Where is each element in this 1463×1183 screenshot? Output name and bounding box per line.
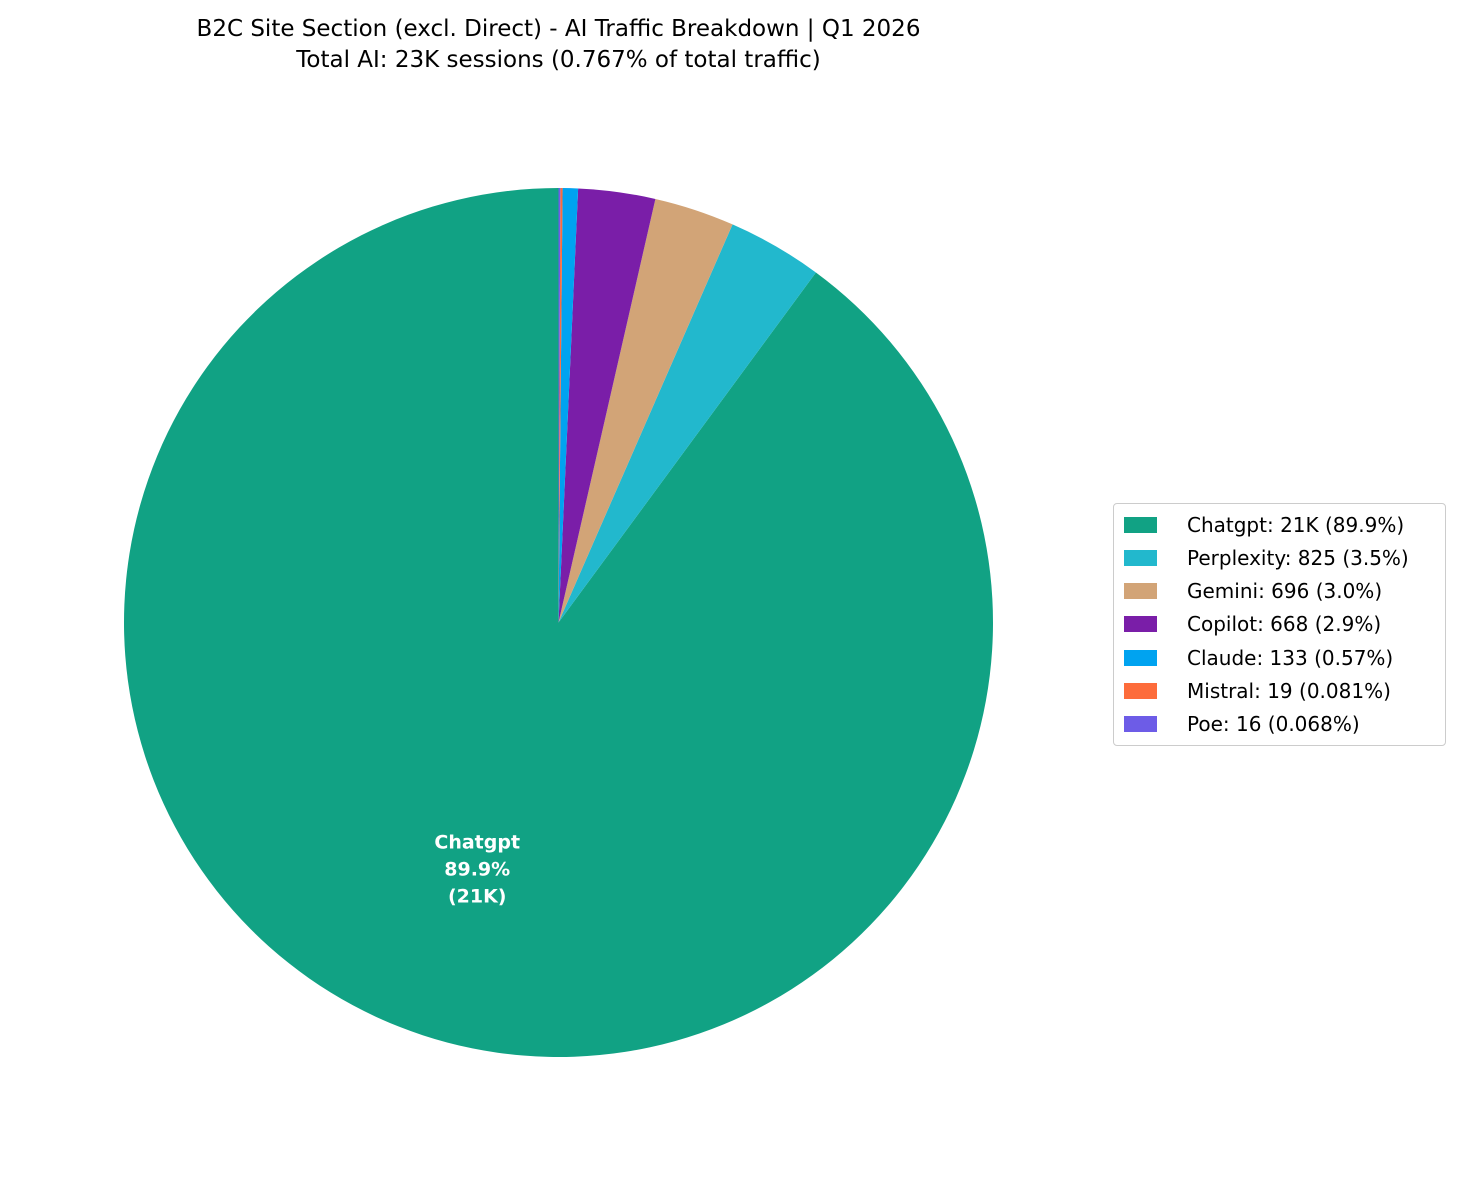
pie-slice-mistral — [558, 188, 563, 623]
pie-slice-claude — [558, 188, 579, 623]
legend-label-gemini: Gemini: 696 (3.0%) — [1187, 579, 1383, 604]
legend-item-perplexity: Perplexity: 825 (3.5%) — [1124, 546, 1435, 570]
legend-item-gemini: Gemini: 696 (3.0%) — [1124, 579, 1435, 603]
legend-label-copilot: Copilot: 668 (2.9%) — [1187, 612, 1382, 637]
legend-label-poe: Poe: 16 (0.068%) — [1187, 711, 1360, 736]
legend-label-claude: Claude: 133 (0.57%) — [1187, 645, 1394, 670]
legend-label-chatgpt: Chatgpt: 21K (89.9%) — [1187, 513, 1405, 537]
legend-swatch-copilot — [1124, 616, 1157, 633]
chart-title-line1: B2C Site Section (excl. Direct) - AI Tra… — [196, 16, 921, 42]
legend-item-poe: Poe: 16 (0.068%) — [1124, 712, 1435, 736]
legend-swatch-poe — [1124, 715, 1157, 732]
pie-slice-chatgpt — [124, 188, 994, 1057]
legend-label-mistral: Mistral: 19 (0.081%) — [1187, 678, 1391, 703]
pie-slice-gemini — [558, 198, 733, 623]
pie-slice-perplexity — [558, 224, 816, 623]
legend-swatch-claude — [1124, 649, 1157, 666]
legend-swatch-perplexity — [1124, 550, 1157, 567]
legend-swatch-chatgpt — [1124, 517, 1157, 533]
legend: Chatgpt: 21K (89.9%) Perplexity: 825 (3.… — [1113, 503, 1446, 746]
legend-item-mistral: Mistral: 19 (0.081%) — [1124, 679, 1435, 703]
pie-slice-copilot — [558, 188, 656, 623]
legend-item-copilot: Copilot: 668 (2.9%) — [1124, 612, 1435, 636]
chart-title-line2: Total AI: 23K sessions (0.767% of total … — [296, 47, 821, 73]
legend-swatch-gemini — [1124, 583, 1157, 600]
legend-item-chatgpt: Chatgpt: 21K (89.9%) — [1124, 513, 1435, 537]
legend-swatch-mistral — [1124, 682, 1157, 699]
chart-title: B2C Site Section (excl. Direct) - AI Tra… — [0, 14, 1117, 76]
legend-label-perplexity: Perplexity: 825 (3.5%) — [1187, 546, 1409, 571]
legend-item-claude: Claude: 133 (0.57%) — [1124, 646, 1435, 670]
pie-slice-poe — [558, 188, 561, 623]
